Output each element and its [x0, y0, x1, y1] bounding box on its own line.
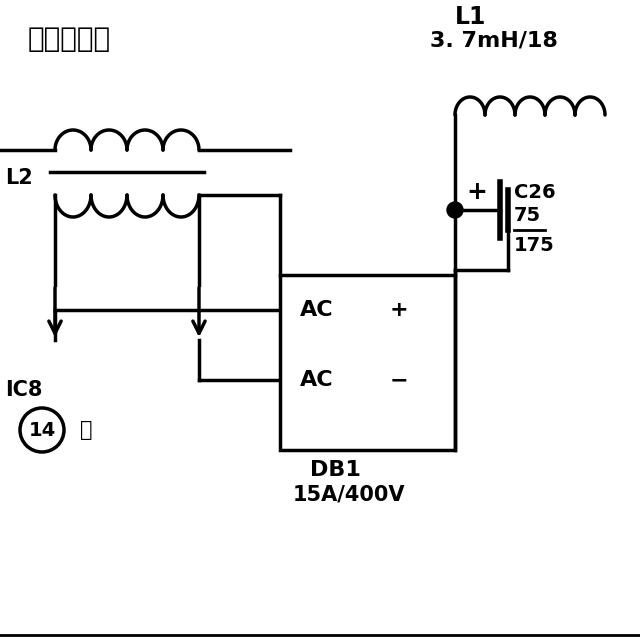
Circle shape — [447, 202, 463, 218]
Text: 脚: 脚 — [80, 420, 93, 440]
Text: 75: 75 — [514, 205, 541, 225]
Text: +: + — [390, 300, 408, 320]
Text: 14: 14 — [28, 420, 56, 440]
Text: C26: C26 — [514, 182, 556, 202]
Text: 3. 7mH/18: 3. 7mH/18 — [430, 30, 558, 50]
Text: DB1: DB1 — [310, 460, 361, 480]
Text: −: − — [390, 370, 408, 390]
Text: L2: L2 — [5, 168, 33, 188]
Bar — [280, 275, 455, 450]
Text: 电流互感器: 电流互感器 — [28, 25, 111, 53]
Text: L1: L1 — [455, 5, 486, 29]
Text: 15A/400V: 15A/400V — [293, 485, 406, 505]
Text: AC: AC — [300, 300, 333, 320]
Text: IC8: IC8 — [5, 380, 42, 400]
Text: +: + — [467, 180, 488, 204]
Text: 175: 175 — [514, 236, 555, 255]
Text: AC: AC — [300, 370, 333, 390]
